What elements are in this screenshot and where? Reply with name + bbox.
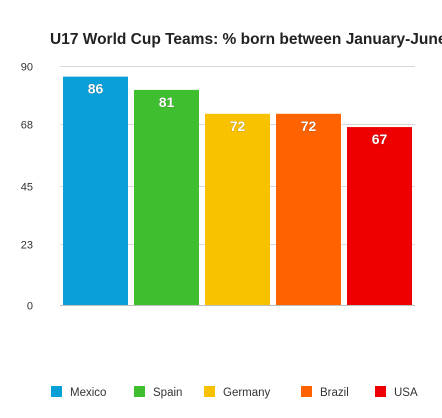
- bar: [347, 127, 412, 305]
- legend-swatch: [51, 386, 62, 397]
- bar-data-label: 67: [372, 131, 388, 147]
- legend-swatch: [204, 386, 215, 397]
- legend-label: Spain: [153, 387, 182, 399]
- legend-label: Germany: [223, 387, 271, 399]
- y-tick-label: 0: [27, 301, 33, 313]
- bar: [134, 89, 199, 306]
- legend-label: USA: [394, 387, 418, 399]
- legend-swatch: [375, 386, 386, 397]
- bar: [63, 76, 128, 305]
- legend-swatch: [134, 386, 145, 397]
- bar: [276, 113, 341, 305]
- legend-label: Mexico: [70, 387, 106, 399]
- bar-data-label: 72: [301, 118, 317, 134]
- bar: [205, 113, 270, 305]
- legend-label: Brazil: [320, 387, 349, 399]
- y-tick-label: 23: [21, 240, 33, 252]
- legend-swatch: [301, 386, 312, 397]
- bar-data-label: 72: [230, 118, 246, 134]
- bar-data-label: 86: [88, 81, 104, 97]
- bar-data-label: 81: [159, 94, 175, 110]
- chart-title: U17 World Cup Teams: % born between Janu…: [50, 31, 442, 48]
- y-tick-label: 68: [21, 120, 33, 132]
- y-tick-label: 45: [21, 182, 33, 194]
- y-tick-label: 90: [21, 62, 33, 74]
